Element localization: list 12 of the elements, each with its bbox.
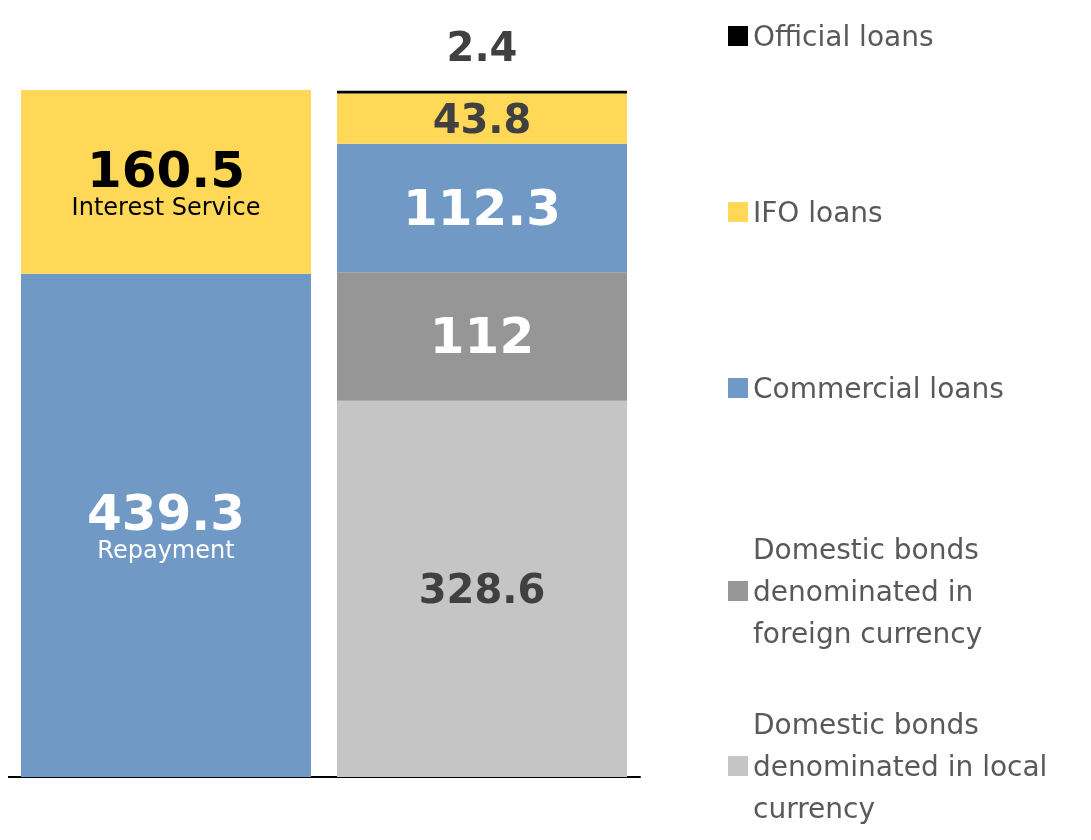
legend-label: Domestic bonds denominated in foreign currency xyxy=(753,532,988,650)
legend-label: Commercial loans xyxy=(753,371,1004,405)
data-label: 328.6 xyxy=(418,565,546,612)
legend-label: Domestic bonds denominated in local currency xyxy=(753,707,1057,825)
legend-label: Official loans xyxy=(753,19,934,53)
data-label: 112 xyxy=(429,307,535,366)
series-label: Interest Service xyxy=(71,192,261,221)
series-label: Repayment xyxy=(97,536,235,565)
legend-label: IFO loans xyxy=(753,195,883,229)
data-label: 2.4 xyxy=(446,24,518,71)
data-label: 112.3 xyxy=(402,179,562,238)
data-label: 43.8 xyxy=(432,95,532,142)
